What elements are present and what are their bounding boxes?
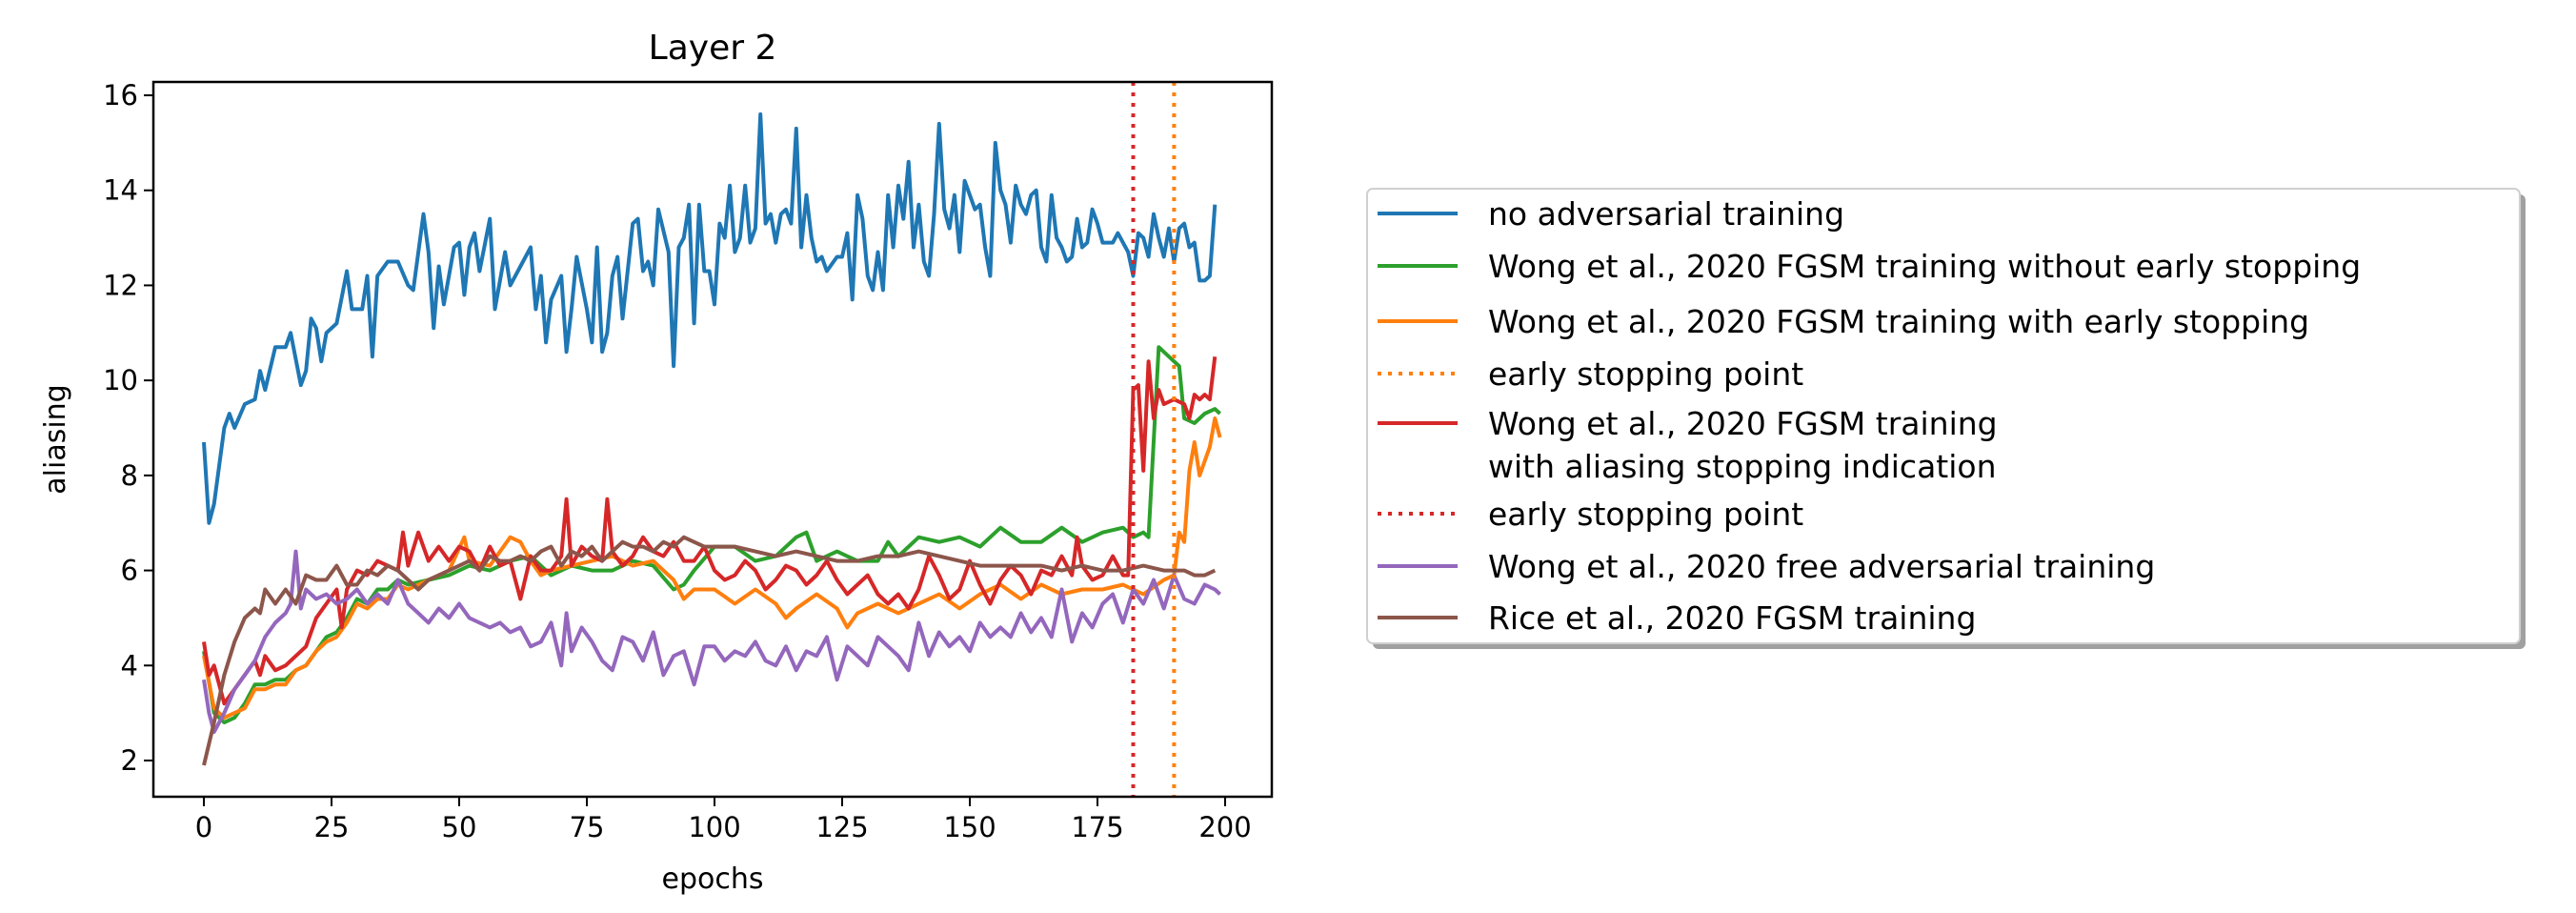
legend-label: Wong et al., 2020 free adversarial train… [1488, 548, 2155, 585]
y-tick-label: 12 [103, 269, 138, 301]
y-tick-label: 8 [121, 459, 138, 492]
x-tick-label: 175 [1071, 811, 1123, 843]
x-tick-label: 125 [815, 811, 868, 843]
series-line-no-adversarial-training [202, 112, 1218, 525]
y-tick-label: 10 [103, 364, 138, 396]
x-axis: 0 25 50 75 100 125 150 175 200 [195, 797, 1252, 843]
legend-label: no adversarial training [1488, 195, 1844, 233]
series-line-wong-et-al-2020-fgsm-training-with-early-stopping [202, 416, 1222, 720]
legend-label: Wong et al., 2020 FGSM training [1488, 405, 1998, 442]
y-tick-label: 4 [121, 649, 138, 681]
y-tick-label: 16 [103, 79, 138, 112]
y-axis: 2 4 6 8 10 12 14 16 [103, 79, 153, 777]
x-tick-label: 100 [688, 811, 740, 843]
x-tick-label: 50 [442, 811, 477, 843]
legend-box [1366, 188, 2521, 644]
legend-label: Rice et al., 2020 FGSM training [1488, 599, 1976, 637]
legend-label-line2: with aliasing stopping indication [1488, 448, 1997, 485]
x-axis-label: epochs [662, 862, 764, 896]
x-tick-label: 75 [570, 811, 605, 843]
y-tick-label: 2 [121, 744, 138, 777]
x-tick-label: 150 [943, 811, 996, 843]
legend-label: Wong et al., 2020 FGSM training without … [1488, 248, 2361, 285]
chart-title: Layer 2 [649, 29, 777, 68]
series-line-rice-et-al-2020-fgsm-training [202, 535, 1217, 766]
y-tick-label: 6 [121, 555, 138, 587]
axes-frame [151, 80, 1274, 799]
legend-label: early stopping point [1488, 496, 1803, 533]
y-axis-label: aliasing [39, 384, 72, 494]
legend-label: Wong et al., 2020 FGSM training with ear… [1488, 303, 2309, 340]
series-line-wong-et-al-2020-free-adversarial-training [202, 549, 1221, 735]
series-line-wong-et-al-2020-fgsm-training-without-early-stopping [202, 345, 1221, 725]
x-tick-label: 200 [1198, 811, 1251, 843]
legend-label: early stopping point [1488, 355, 1803, 393]
y-tick-label: 14 [103, 174, 138, 207]
x-tick-label: 25 [314, 811, 350, 843]
legend: no adversarial training Wong et al., 2020… [1366, 188, 2526, 649]
plot-area [202, 82, 1222, 797]
x-tick-label: 0 [195, 811, 212, 843]
